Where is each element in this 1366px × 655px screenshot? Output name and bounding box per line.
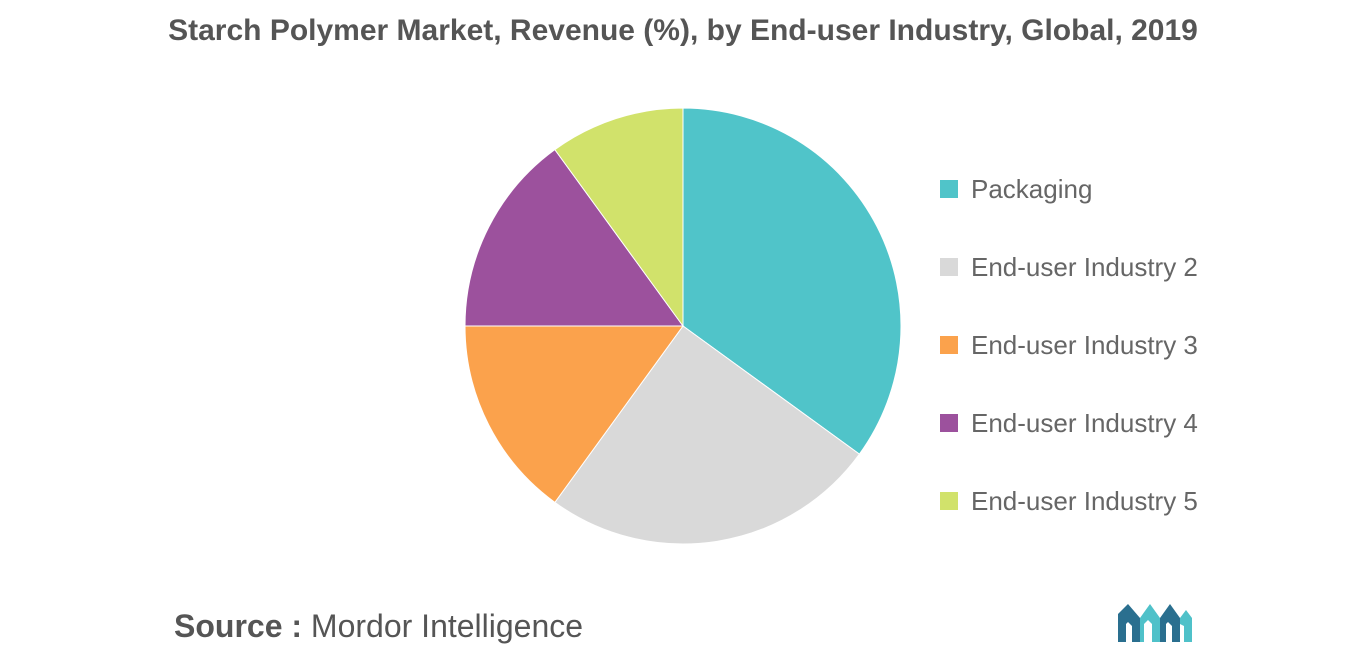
legend-label: End-user Industry 3 bbox=[971, 329, 1198, 360]
legend-swatch bbox=[940, 492, 958, 510]
pie-slice-2 bbox=[554, 325, 861, 545]
legend-item-1: Packaging bbox=[940, 150, 1198, 228]
legend-label: Packaging bbox=[971, 173, 1093, 204]
pie-slice-1 bbox=[682, 107, 902, 455]
legend-swatch bbox=[940, 414, 958, 432]
legend-item-3: End-user Industry 3 bbox=[940, 306, 1198, 384]
legend-item-5: End-user Industry 5 bbox=[940, 462, 1198, 540]
mordor-intelligence-logo bbox=[1118, 604, 1192, 642]
chart-legend: Packaging End-user Industry 2 End-user Ind… bbox=[940, 150, 1198, 540]
pie-slice-4 bbox=[464, 148, 684, 327]
chart-title: Starch Polymer Market, Revenue (%), by E… bbox=[168, 14, 1198, 47]
source-note: Source : Mordor Intelligence bbox=[174, 608, 583, 645]
legend-item-4: End-user Industry 4 bbox=[940, 384, 1198, 462]
pie-slice-3 bbox=[464, 325, 684, 504]
legend-label: End-user Industry 5 bbox=[971, 485, 1198, 516]
legend-label: End-user Industry 2 bbox=[971, 251, 1198, 282]
source-text: Mordor Intelligence bbox=[310, 608, 584, 644]
legend-item-2: End-user Industry 2 bbox=[940, 228, 1198, 306]
source-label: Source : bbox=[174, 608, 303, 644]
pie-slice-5 bbox=[554, 107, 684, 328]
legend-swatch bbox=[940, 258, 958, 276]
legend-swatch bbox=[940, 336, 958, 354]
legend-label: End-user Industry 4 bbox=[971, 407, 1198, 438]
legend-swatch bbox=[940, 180, 958, 198]
